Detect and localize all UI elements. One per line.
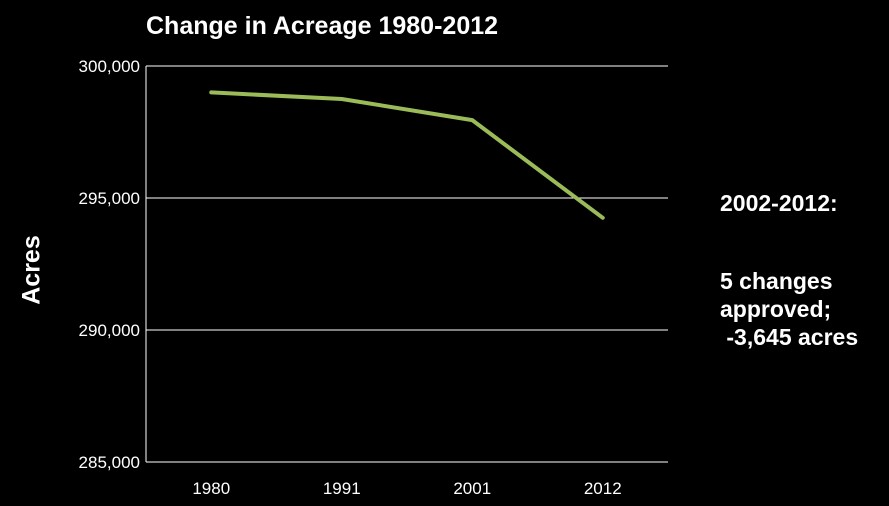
x-tick-label: 1991 [323,479,361,498]
x-tick-label: 2012 [584,479,622,498]
x-tick-label: 1980 [192,479,230,498]
series-line [209,90,605,220]
annotation-changes: 5 changes [720,268,833,294]
gridlines [146,65,668,331]
x-tick-label: 2001 [453,479,491,498]
annotation-acres: -3,645 acres [720,324,859,350]
y-tick-label: 285,000 [79,453,140,472]
x-tick-labels: 1980 1991 2001 2012 [192,479,621,498]
axes [145,66,668,463]
chart-title: Change in Acreage 1980-2012 [146,12,499,40]
y-tick-labels: 300,000 295,000 290,000 285,000 [79,57,140,472]
annotation-approved: approved; [720,296,832,322]
annotation-period: 2002-2012: [720,190,838,216]
y-tick-label: 300,000 [79,57,140,76]
y-tick-label: 290,000 [79,321,140,340]
series-lines [209,90,605,220]
y-axis-label: Acres [17,235,46,305]
y-tick-label: 295,000 [79,189,140,208]
